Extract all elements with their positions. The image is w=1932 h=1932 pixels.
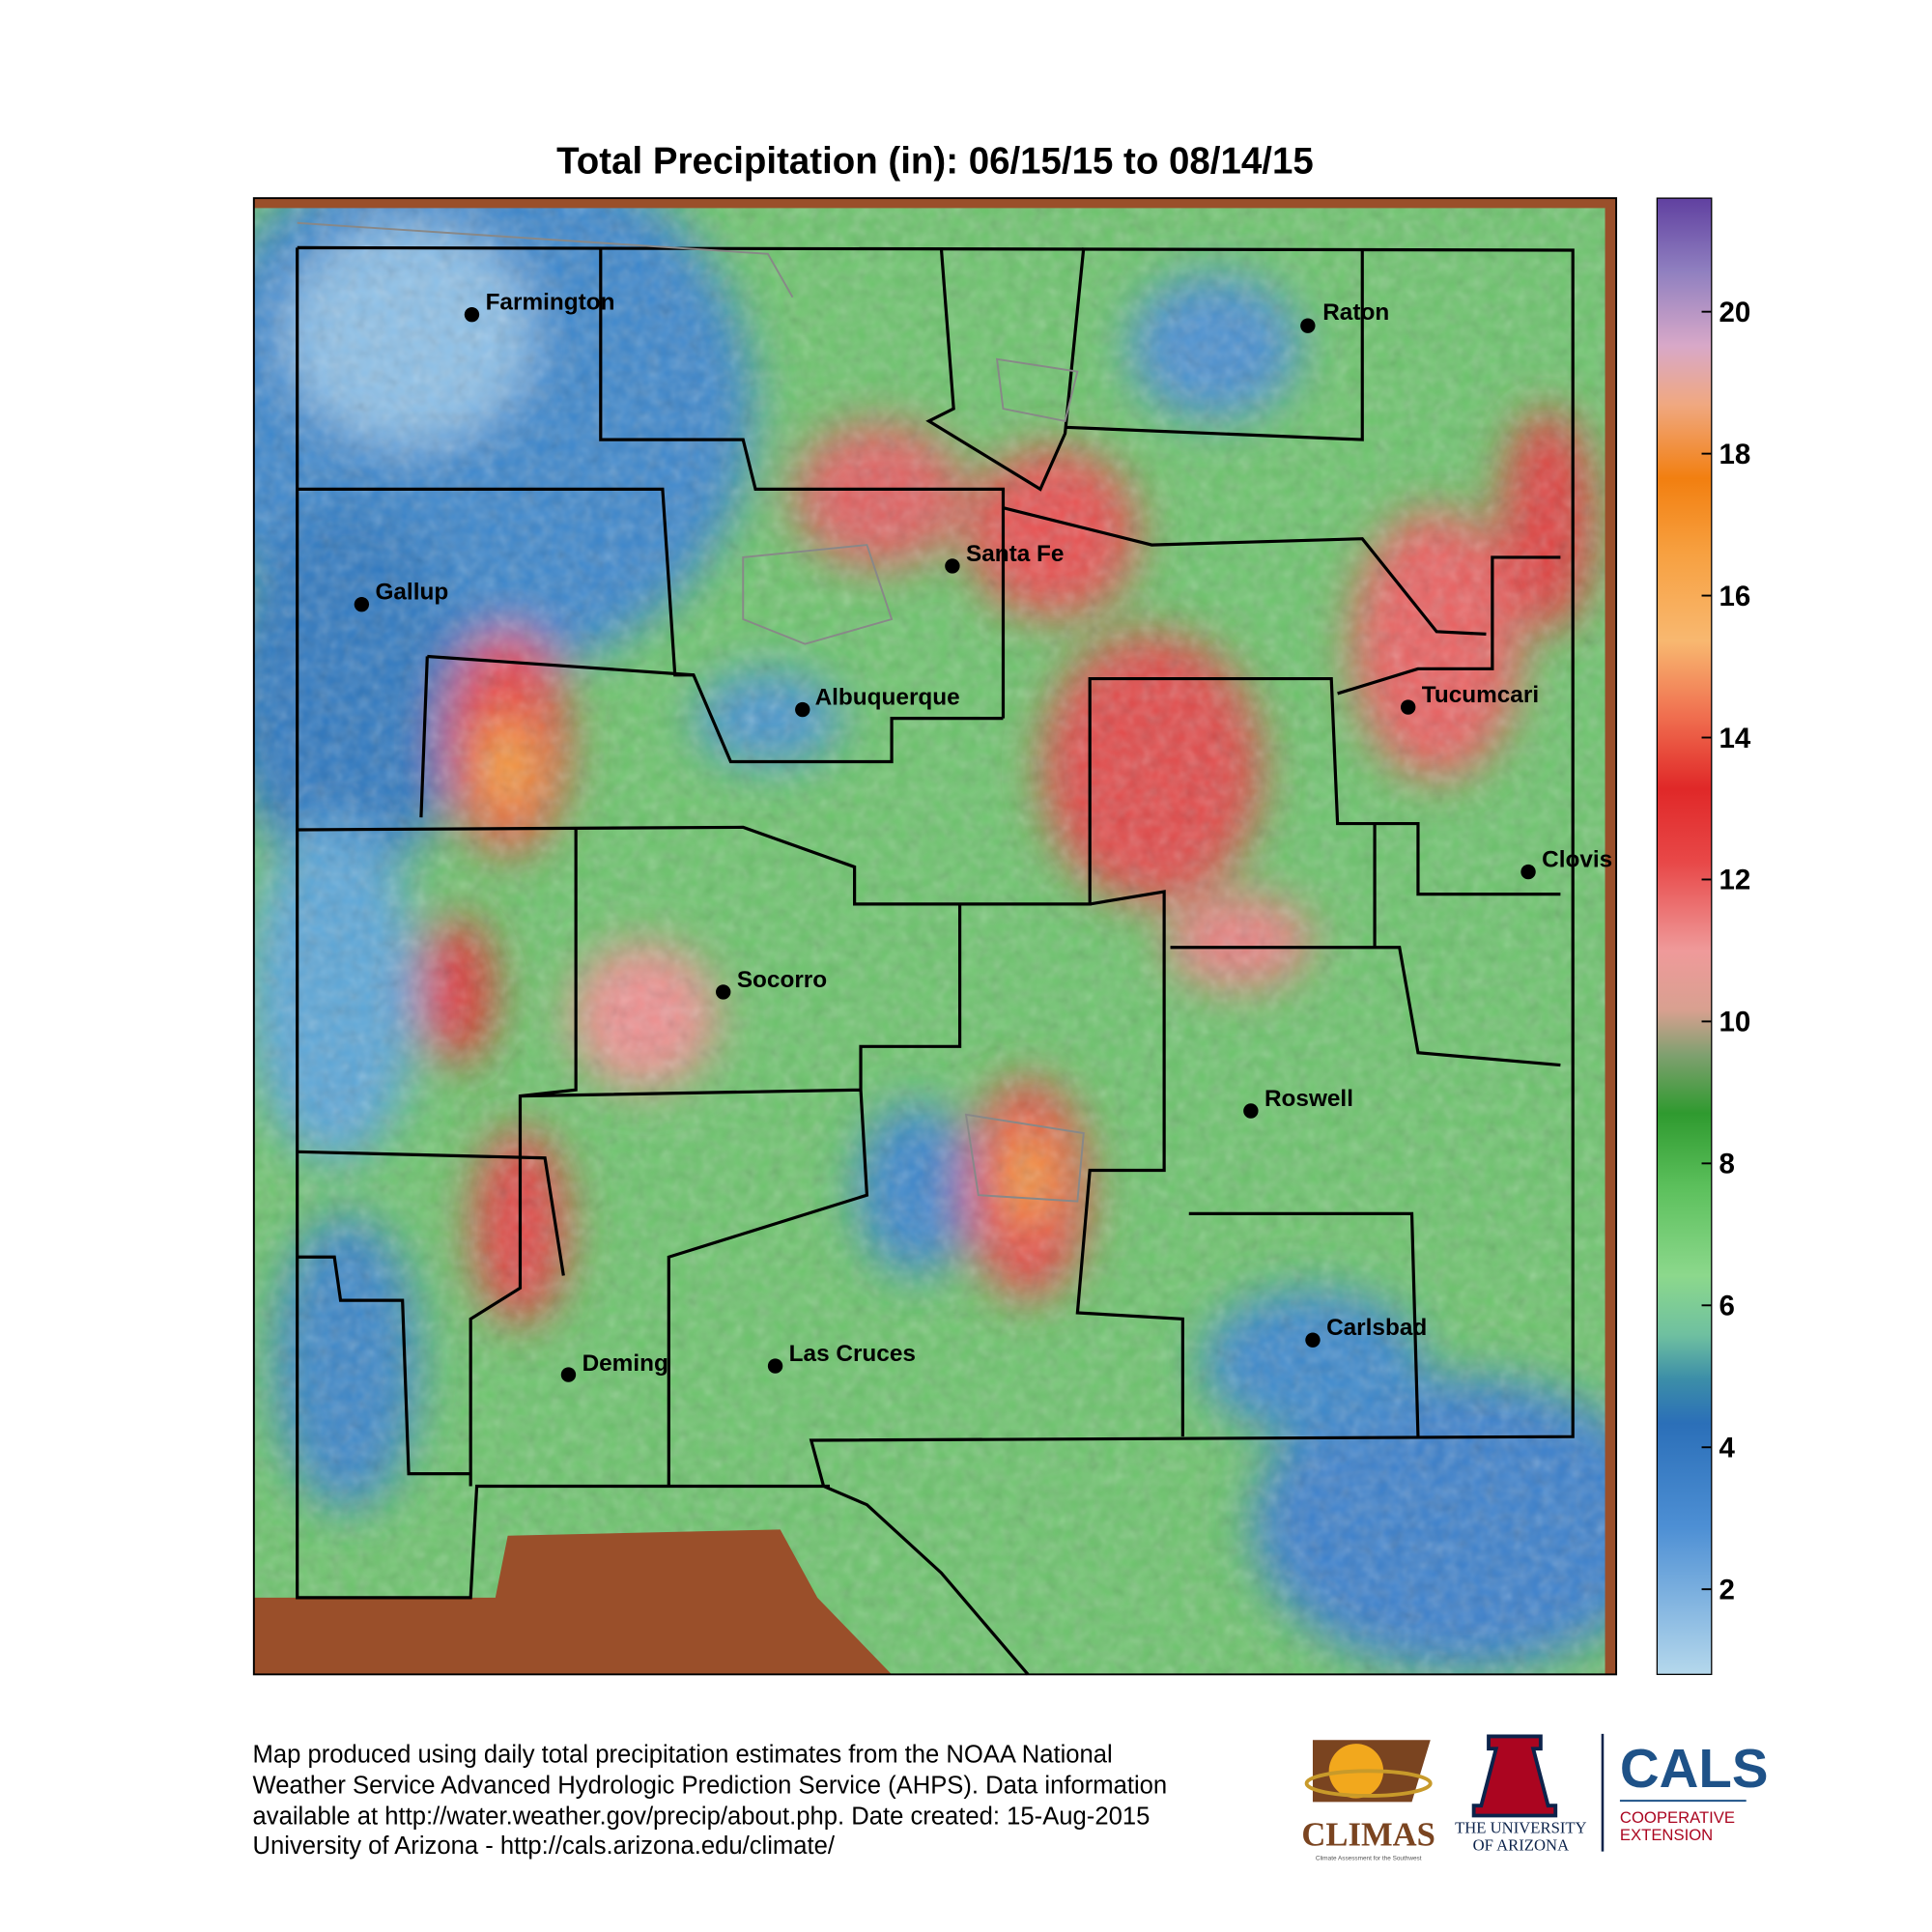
colorbar-tick-label: 8	[1719, 1149, 1734, 1180]
city-label: Las Cruces	[789, 1341, 916, 1367]
city-dot	[560, 1367, 577, 1382]
colorbar-tick-label: 10	[1719, 1007, 1750, 1038]
city-dot	[1401, 699, 1416, 715]
colorbar-tick-label: 14	[1719, 723, 1750, 754]
city-label: Carlsbad	[1326, 1315, 1427, 1341]
footer-line: Weather Service Advanced Hydrologic Pred…	[253, 1772, 1168, 1799]
climas-text: CLIMAS	[1301, 1816, 1435, 1853]
climas-logo: CLIMAS Climate Assessment for the Southw…	[1301, 1740, 1435, 1862]
cities: Farmington Raton Santa Fe Gallup Albuque…	[354, 290, 1612, 1382]
city-label: Tucumcari	[1422, 682, 1539, 708]
footer-line: Map produced using daily total precipita…	[253, 1741, 1113, 1768]
city-dot	[1305, 1332, 1321, 1348]
city-label: Gallup	[375, 580, 448, 606]
city-label: Albuquerque	[815, 684, 960, 710]
city-label: Deming	[582, 1350, 668, 1377]
colorbar-tick-label: 12	[1719, 865, 1750, 896]
footer: Map produced using daily total precipita…	[253, 1741, 1168, 1860]
city-dot	[1520, 864, 1536, 880]
university-text: OF ARIZONA	[1473, 1835, 1569, 1854]
city-dot	[1243, 1103, 1259, 1119]
city-label: Raton	[1322, 299, 1389, 326]
cals-logo: CALS COOPERATIVE EXTENSION	[1619, 1738, 1769, 1844]
cals-text: CALS	[1620, 1738, 1769, 1799]
colorbar-tick-label: 4	[1719, 1432, 1735, 1463]
footer-line: University of Arizona - http://cals.ariz…	[253, 1833, 836, 1860]
city-label: Roswell	[1264, 1086, 1353, 1112]
city-dot	[795, 701, 810, 718]
precip-map	[253, 198, 1617, 1675]
extension-text: COOPERATIVE	[1620, 1808, 1735, 1827]
colorbar-tick-label: 18	[1719, 439, 1750, 470]
city-dot	[1300, 318, 1316, 333]
map-title: Total Precipitation (in): 06/15/15 to 08…	[556, 140, 1314, 182]
city-dot	[716, 984, 731, 1000]
colorbar-tick-label: 2	[1719, 1574, 1734, 1605]
map-frame	[252, 197, 1618, 1676]
city-dot	[945, 558, 960, 574]
climas-subtitle: Climate Assessment for the Southwest	[1316, 1856, 1422, 1862]
university-text: THE UNIVERSITY	[1455, 1818, 1586, 1836]
city-label: Socorro	[737, 967, 827, 993]
city-dot	[354, 596, 370, 612]
colorbar: 2 4 6 8 10 12 14 16 18 20	[1656, 197, 1751, 1675]
logos: CLIMAS Climate Assessment for the Southw…	[1301, 1733, 1769, 1862]
colorbar-tick-label: 16	[1719, 581, 1750, 612]
city-dot	[464, 306, 480, 323]
footer-line: available at http://water.weather.gov/pr…	[253, 1803, 1151, 1830]
colorbar-tick-label: 20	[1719, 297, 1750, 328]
boundaries	[296, 221, 1575, 1676]
colorbar-scale	[1656, 197, 1713, 1675]
extension-text: EXTENSION	[1620, 1826, 1713, 1844]
city-dot	[767, 1358, 783, 1374]
city-label: Farmington	[486, 290, 615, 316]
ua-logo: THE UNIVERSITY OF ARIZONA	[1455, 1733, 1605, 1854]
colorbar-tick-label: 6	[1719, 1291, 1734, 1322]
city-label: Clovis	[1542, 846, 1612, 872]
city-label: Santa Fe	[966, 541, 1064, 567]
